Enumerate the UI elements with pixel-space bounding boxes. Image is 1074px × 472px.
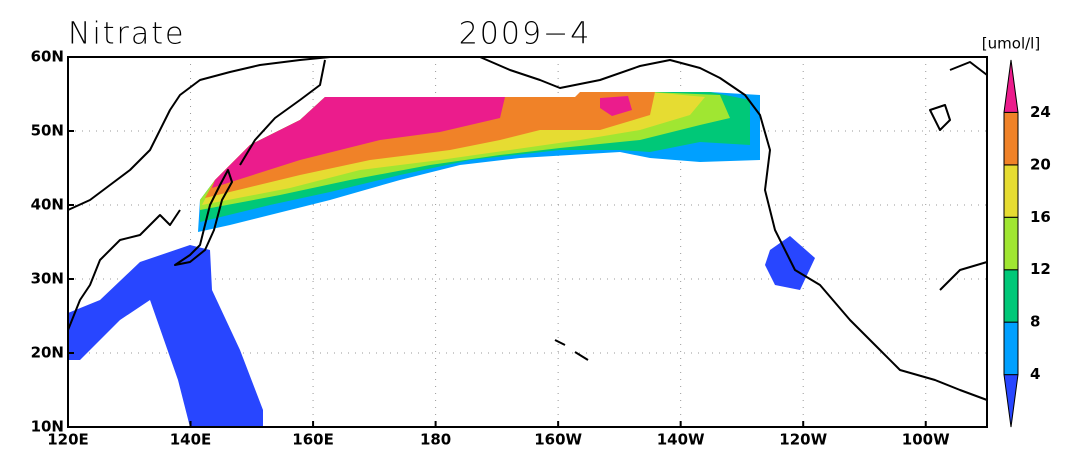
colorbar-label: 20 bbox=[1030, 155, 1051, 173]
field-region bbox=[600, 96, 632, 116]
coastline bbox=[239, 59, 326, 166]
colorbar-units: [umol/l] bbox=[982, 35, 1040, 53]
colorbar-swatch bbox=[1003, 111, 1019, 166]
colorbar-label: 4 bbox=[1030, 365, 1040, 383]
map-date: 2009−4 bbox=[459, 17, 592, 52]
y-tick-label: 30N bbox=[31, 270, 64, 288]
field-region bbox=[68, 245, 263, 427]
x-tick-label: 160E bbox=[292, 431, 334, 449]
colorbar-label: 16 bbox=[1030, 208, 1051, 226]
y-tick-label: 50N bbox=[31, 122, 64, 140]
coastline bbox=[174, 169, 233, 266]
x-tick-label: 140E bbox=[170, 431, 212, 449]
coastline bbox=[554, 339, 589, 361]
coastline bbox=[67, 209, 181, 331]
x-tick-label: 140W bbox=[657, 431, 705, 449]
colorbar-swatch bbox=[1003, 269, 1019, 323]
x-tick-label: 160W bbox=[534, 431, 582, 449]
colorbar-label: 8 bbox=[1030, 313, 1040, 331]
coastline bbox=[939, 261, 988, 291]
colorbar-swatch bbox=[1003, 164, 1019, 218]
coastline bbox=[67, 56, 331, 211]
colorbar-label: 24 bbox=[1030, 103, 1051, 121]
colorbar-swatch bbox=[1003, 374, 1019, 428]
colorbar-swatch bbox=[1003, 321, 1019, 376]
coastline bbox=[929, 104, 951, 131]
field-region bbox=[765, 236, 815, 290]
coastline bbox=[949, 61, 988, 76]
coastline bbox=[479, 56, 988, 401]
x-tick-label: 120E bbox=[47, 431, 89, 449]
field-region bbox=[212, 97, 505, 188]
y-tick-label: 10N bbox=[31, 418, 64, 436]
nitrate-field bbox=[68, 92, 815, 427]
x-tick-label: 100W bbox=[902, 431, 950, 449]
y-tick-label: 20N bbox=[31, 344, 64, 362]
colorbar-swatch bbox=[1003, 216, 1019, 271]
x-tick-label: 120W bbox=[779, 431, 827, 449]
map-title: Nitrate bbox=[68, 17, 185, 52]
colorbar: 4 8 12 16 20 24 bbox=[1003, 59, 1051, 428]
y-tick-label: 60N bbox=[31, 48, 64, 66]
map-frame bbox=[67, 56, 988, 428]
colorbar-label: 12 bbox=[1030, 260, 1051, 278]
coastlines bbox=[67, 56, 988, 401]
y-tick-label: 40N bbox=[31, 196, 64, 214]
colorbar-swatch bbox=[1003, 59, 1019, 113]
axes: 120E 140E 160E 180 160W 140W 120W 100W 10N 20N 30N… bbox=[31, 48, 951, 449]
x-tick-label: 180 bbox=[420, 431, 451, 449]
